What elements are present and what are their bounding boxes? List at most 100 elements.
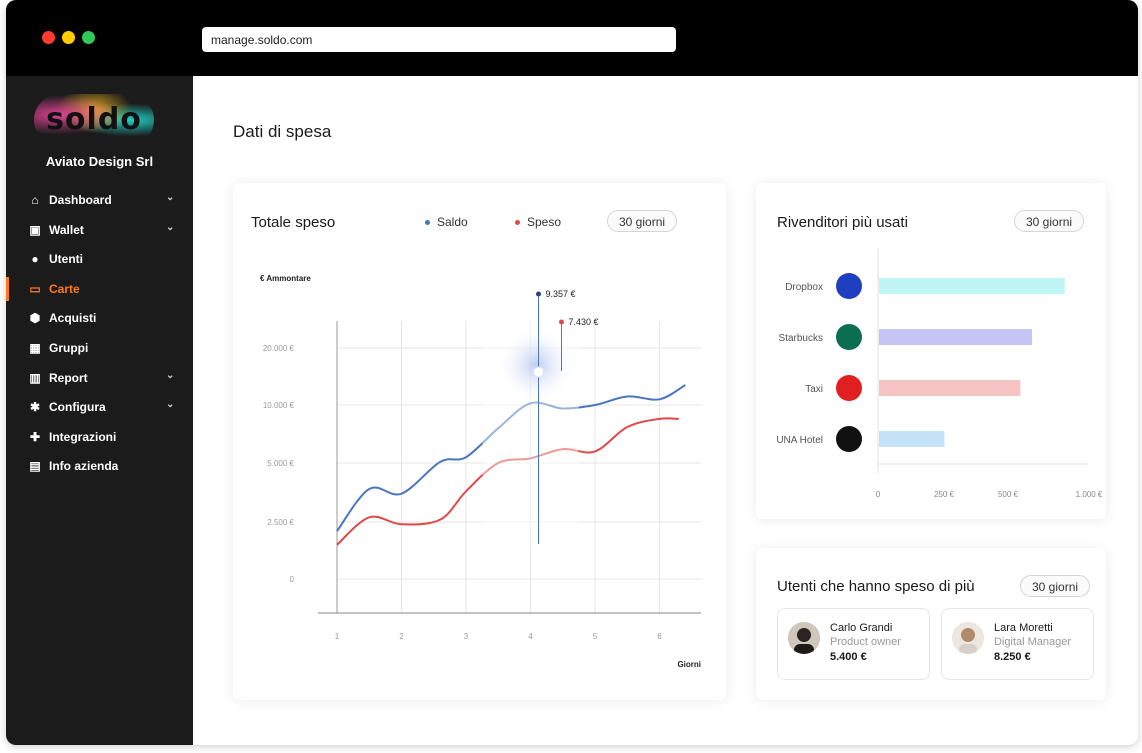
sidebar-item-report[interactable]: ▥ Report ⌄ [6, 364, 193, 392]
spending-line-chart: € Ammontare Giorni 0 2.500 € 5.000 € 10.000 €… [260, 274, 701, 669]
bar-una-hotel[interactable] [879, 431, 945, 447]
sidebar-item-carte[interactable]: ▭ Carte [6, 275, 193, 303]
sidebar-item-label: Info azienda [49, 459, 119, 474]
browser-titlebar: manage.soldo.com [6, 0, 1138, 76]
x-tick-label: 1.000 € [1076, 490, 1103, 499]
saldo-tooltip-value: 9.357 € [546, 289, 576, 299]
logo-text: soldo [46, 102, 142, 137]
x-tick-label: 2 [399, 632, 404, 641]
sidebar-item-label: Report [49, 370, 88, 385]
x-tick-label: 1 [335, 632, 340, 641]
close-window-button[interactable] [42, 31, 55, 44]
category-label: Starbucks [779, 333, 823, 344]
chevron-down-icon[interactable]: ⌄ [166, 369, 175, 381]
sidebar-item-integrazioni[interactable]: ✚ Integrazioni [6, 423, 193, 451]
sidebar-item-info-azienda[interactable]: ▤ Info azienda [6, 452, 193, 480]
hover-point[interactable] [533, 366, 544, 378]
sidebar-item-label: Integrazioni [49, 429, 117, 444]
report-icon: ▥ [29, 370, 41, 385]
x-tick-label: 4 [528, 632, 533, 641]
x-tick-label: 250 € [934, 490, 955, 499]
sidebar-item-acquisti[interactable]: ⬢ Acquisti [6, 304, 193, 332]
user-card-lara[interactable]: Lara Moretti Digital Manager 8.250 € [941, 608, 1094, 680]
top-users-card: Utenti che hanno speso di più 30 giorni … [756, 548, 1106, 700]
wallet-icon: ▣ [29, 222, 41, 237]
sidebar-item-utenti[interactable]: ● Utenti [6, 245, 193, 273]
address-bar[interactable]: manage.soldo.com [202, 27, 676, 52]
minimize-window-button[interactable] [62, 31, 75, 44]
sidebar-item-gruppi[interactable]: ▦ Gruppi [6, 334, 193, 362]
period-select-users[interactable]: 30 giorni [1020, 575, 1091, 597]
taxi-logo-icon [836, 375, 862, 401]
x-tick-label: 0 [876, 490, 881, 499]
user-amount: 8.250 € [994, 651, 1031, 663]
user-amount: 5.400 € [830, 651, 867, 663]
soldo-logo [34, 94, 154, 146]
maximize-window-button[interactable] [82, 31, 95, 44]
legend-saldo-label: Saldo [437, 215, 468, 229]
sidebar-item-label: Wallet [49, 222, 84, 237]
legend-saldo: Saldo [425, 215, 468, 229]
avatar [952, 622, 984, 654]
total-spent-title: Totale speso [251, 214, 336, 231]
groups-icon: ▦ [29, 341, 41, 355]
person-avatar-icon [952, 622, 984, 654]
sidebar-item-configura[interactable]: ✱ Configura ⌄ [6, 393, 193, 421]
bar-starbucks[interactable] [879, 329, 1032, 345]
speso-tooltip-value: 7.430 € [569, 317, 599, 327]
top-users-title: Utenti che hanno speso di più [777, 578, 975, 595]
period-select-spending[interactable]: 30 giorni [607, 210, 678, 232]
person-avatar-icon [788, 622, 820, 654]
gear-icon: ✱ [29, 400, 41, 415]
category-label: Taxi [805, 384, 823, 395]
legend-speso: Speso [515, 215, 561, 229]
total-spent-card: Totale speso Saldo Speso 30 giorni € Amm… [233, 183, 726, 700]
sidebar-item-dashboard[interactable]: ⌂ Dashboard ⌄ [6, 186, 193, 214]
chevron-down-icon[interactable]: ⌄ [166, 221, 175, 233]
sidebar-item-label: Dashboard [49, 193, 112, 207]
x-axis-label: Giorni [677, 660, 701, 669]
user-name: Lara Moretti [994, 622, 1053, 634]
sidebar-item-label: Configura [49, 400, 106, 415]
hover-glow [496, 325, 577, 405]
chevron-down-icon[interactable]: ⌄ [166, 192, 175, 203]
saldo-tooltip-dot-icon [536, 291, 541, 297]
user-card-carlo[interactable]: Carlo Grandi Product owner 5.400 € [777, 608, 930, 680]
y-tick-label: 0 [290, 575, 295, 584]
period-select-merchants[interactable]: 30 giorni [1014, 210, 1085, 232]
x-tick-label: 5 [593, 632, 598, 641]
avatar [788, 622, 820, 654]
y-tick-label: 2.500 € [267, 518, 294, 527]
saldo-dot-icon [425, 220, 430, 226]
sidebar-item-label: Utenti [49, 252, 83, 267]
page-title: Dati di spesa [233, 122, 332, 141]
user-icon: ● [31, 252, 39, 267]
main-content: Dati di spesa Totale speso Saldo Speso 3… [193, 76, 1138, 745]
y-tick-label: 10.000 € [263, 401, 295, 410]
user-role: Digital Manager [994, 636, 1072, 648]
series-line-speso [336, 417, 679, 546]
card-icon: ▭ [29, 281, 41, 296]
bar-taxi[interactable] [879, 380, 1021, 396]
dropbox-logo-icon [836, 273, 862, 299]
category-label: Dropbox [785, 282, 823, 293]
y-axis-label: € Ammontare [260, 274, 311, 283]
x-tick-label: 6 [657, 632, 662, 641]
top-merchants-card: Rivenditori più usati 30 giorni Dropbox S… [756, 183, 1106, 519]
sidebar-item-label: Carte [49, 281, 80, 296]
una-hotel-logo-icon [836, 426, 862, 452]
sidebar-item-label: Gruppi [49, 341, 89, 355]
legend-speso-label: Speso [527, 215, 562, 229]
user-role: Product owner [830, 636, 901, 648]
y-tick-label: 20.000 € [263, 344, 295, 353]
bar-dropbox[interactable] [879, 278, 1065, 294]
home-icon: ⌂ [31, 193, 39, 207]
sidebar-item-wallet[interactable]: ▣ Wallet ⌄ [6, 216, 193, 244]
merchants-bar-chart: Dropbox Starbucks Taxi UNA Hotel 0 250 € 500 €… [776, 249, 1103, 499]
chevron-down-icon[interactable]: ⌄ [166, 399, 175, 411]
x-tick-label: 500 € [998, 490, 1019, 499]
browser-window: manage.soldo.com soldo Aviato Design Srl… [6, 0, 1138, 745]
sidebar: soldo Aviato Design Srl ⌂ Dashboard ⌄ ▣ Wall… [6, 76, 193, 745]
y-tick-label: 5.000 € [267, 459, 294, 468]
speso-tooltip-dot-icon [559, 319, 564, 325]
